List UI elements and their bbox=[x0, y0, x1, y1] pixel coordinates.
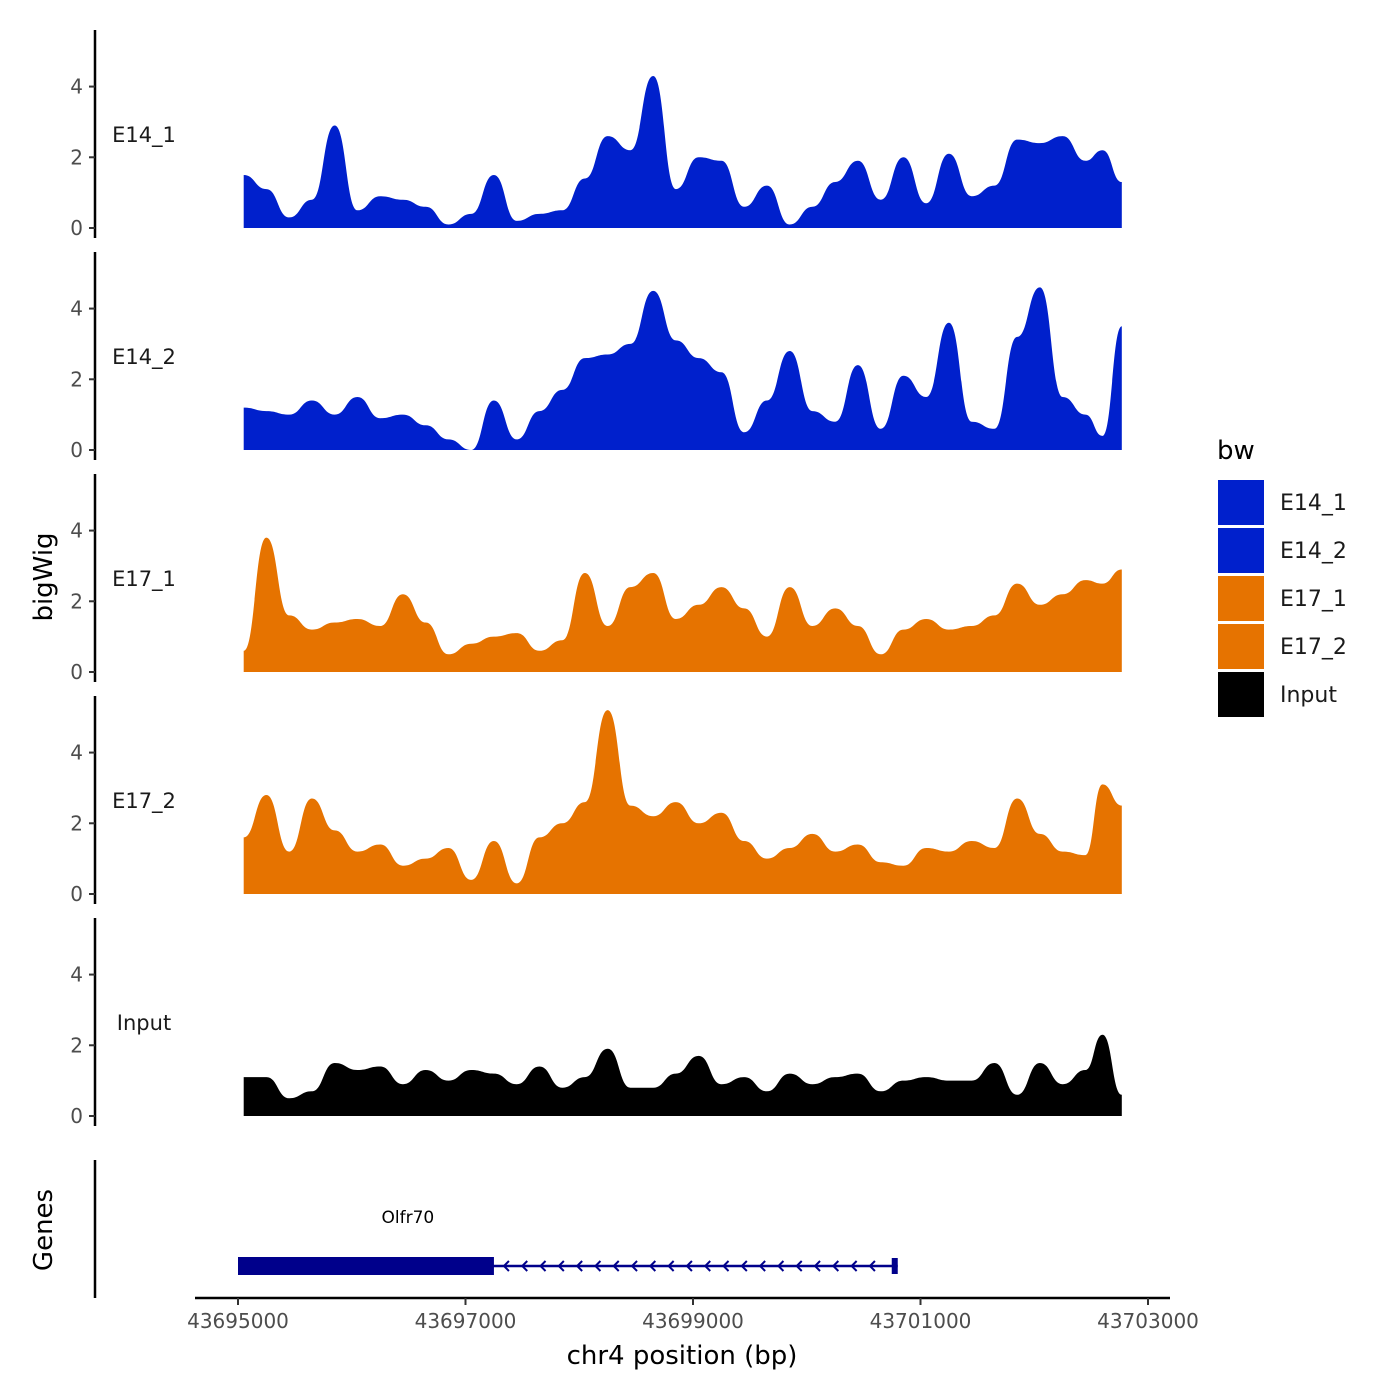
strand-arrow bbox=[539, 1260, 547, 1272]
y-tick-label: 2 bbox=[70, 1033, 83, 1057]
strand-arrow bbox=[740, 1260, 748, 1272]
track-panel-e17-1: 0 2 4 E17_1 bbox=[70, 474, 1122, 684]
track-label: Input bbox=[117, 1011, 171, 1035]
legend-label: E17_1 bbox=[1280, 587, 1347, 612]
gene-label: Olfr70 bbox=[382, 1208, 435, 1228]
strand-arrow bbox=[667, 1260, 675, 1272]
gene-exon-block bbox=[238, 1257, 494, 1275]
track-panel-input: 0 2 4 Input bbox=[70, 918, 1122, 1128]
legend-item: E14_2 bbox=[1218, 528, 1347, 573]
y-tick-label: 4 bbox=[70, 741, 83, 765]
strand-arrow bbox=[831, 1260, 840, 1272]
legend-swatch bbox=[1218, 576, 1264, 621]
signal-area-e17-1 bbox=[243, 537, 1122, 672]
gene-model: Olfr70 bbox=[238, 1208, 898, 1275]
strand-arrow bbox=[557, 1260, 565, 1272]
strand-arrow bbox=[813, 1260, 821, 1272]
strand-arrow bbox=[703, 1260, 711, 1272]
strand-arrow bbox=[575, 1260, 583, 1272]
y-tick-label: 4 bbox=[70, 963, 83, 987]
legend-swatch bbox=[1218, 624, 1264, 669]
y-tick-label: 4 bbox=[70, 297, 83, 321]
legend-label: Input bbox=[1280, 683, 1337, 708]
strand-arrow bbox=[722, 1260, 730, 1272]
y-tick-label: 0 bbox=[70, 882, 83, 906]
strand-arrow bbox=[777, 1260, 785, 1272]
y-tick-label: 4 bbox=[70, 519, 83, 543]
signal-area-e14-1 bbox=[243, 76, 1122, 228]
y-tick-label: 0 bbox=[70, 1104, 83, 1128]
strand-arrow bbox=[795, 1260, 803, 1272]
y-tick-label: 0 bbox=[70, 216, 83, 240]
legend-item: E17_2 bbox=[1218, 624, 1347, 669]
legend-swatch bbox=[1218, 528, 1264, 573]
x-axis: 43695000 43697000 43699000 43701000 43703000 bbox=[187, 1296, 1199, 1333]
strand-arrow bbox=[850, 1260, 858, 1272]
x-tick-label: 43701000 bbox=[870, 1309, 972, 1333]
x-tick-label: 43697000 bbox=[415, 1309, 517, 1333]
strand-arrow bbox=[868, 1260, 876, 1272]
strand-arrow bbox=[758, 1260, 766, 1272]
track-label: E17_2 bbox=[112, 789, 176, 814]
strand-arrow bbox=[520, 1260, 528, 1272]
strand-arrow bbox=[502, 1260, 510, 1272]
legend-label: E14_2 bbox=[1280, 539, 1347, 564]
track-label: E14_2 bbox=[112, 345, 176, 370]
strand-arrow bbox=[594, 1260, 602, 1272]
track-panel-e14-2: 0 2 4 E14_2 bbox=[70, 252, 1122, 462]
legend-title: bw bbox=[1217, 436, 1255, 466]
strand-arrow bbox=[630, 1260, 638, 1272]
y-tick-label: 2 bbox=[70, 367, 83, 391]
x-tick-label: 43695000 bbox=[187, 1309, 289, 1333]
strand-arrow bbox=[685, 1260, 693, 1272]
track-panel-e17-2: 0 2 4 E17_2 bbox=[70, 696, 1122, 906]
track-panel-e14-1: 0 2 4 E14_1 bbox=[70, 30, 1122, 240]
track-label: E17_1 bbox=[112, 567, 176, 592]
legend-label: E14_1 bbox=[1280, 491, 1347, 516]
legend-swatch bbox=[1218, 672, 1264, 717]
genes-title: Genes bbox=[29, 1189, 59, 1271]
legend-label: E17_2 bbox=[1280, 635, 1347, 660]
legend: bw E14_1 E14_2 E17_1 E17_2 Input bbox=[1217, 436, 1347, 717]
strand-arrow bbox=[648, 1260, 657, 1272]
x-tick-label: 43699000 bbox=[642, 1309, 744, 1333]
gene-exon-block bbox=[891, 1258, 898, 1274]
signal-area-e14-2 bbox=[243, 287, 1122, 450]
genes-panel: Genes Olfr70 bbox=[29, 1160, 898, 1298]
track-label: E14_1 bbox=[112, 123, 176, 148]
x-axis-title: chr4 position (bp) bbox=[567, 1341, 798, 1371]
signal-tracks: 0 2 4 E14_1 0 2 4 E14_2 0 2 4 E17_1 0 2 4 E17_2 0 2 4 Input bbox=[70, 30, 1122, 1128]
legend-item: Input bbox=[1218, 672, 1337, 717]
y-tick-label: 0 bbox=[70, 660, 83, 684]
y-tick-label: 2 bbox=[70, 145, 83, 169]
y-tick-label: 0 bbox=[70, 438, 83, 462]
legend-item: E14_1 bbox=[1218, 480, 1347, 525]
y-tick-label: 2 bbox=[70, 589, 83, 613]
legend-swatch bbox=[1218, 480, 1264, 525]
y-tick-label: 4 bbox=[70, 75, 83, 99]
y-axis-title: bigWig bbox=[29, 532, 59, 621]
y-tick-label: 2 bbox=[70, 811, 83, 835]
signal-area-e17-2 bbox=[243, 710, 1122, 894]
signal-area-input bbox=[243, 1034, 1122, 1116]
legend-item: E17_1 bbox=[1218, 576, 1347, 621]
x-tick-label: 43703000 bbox=[1097, 1309, 1199, 1333]
strand-arrow bbox=[612, 1260, 620, 1272]
